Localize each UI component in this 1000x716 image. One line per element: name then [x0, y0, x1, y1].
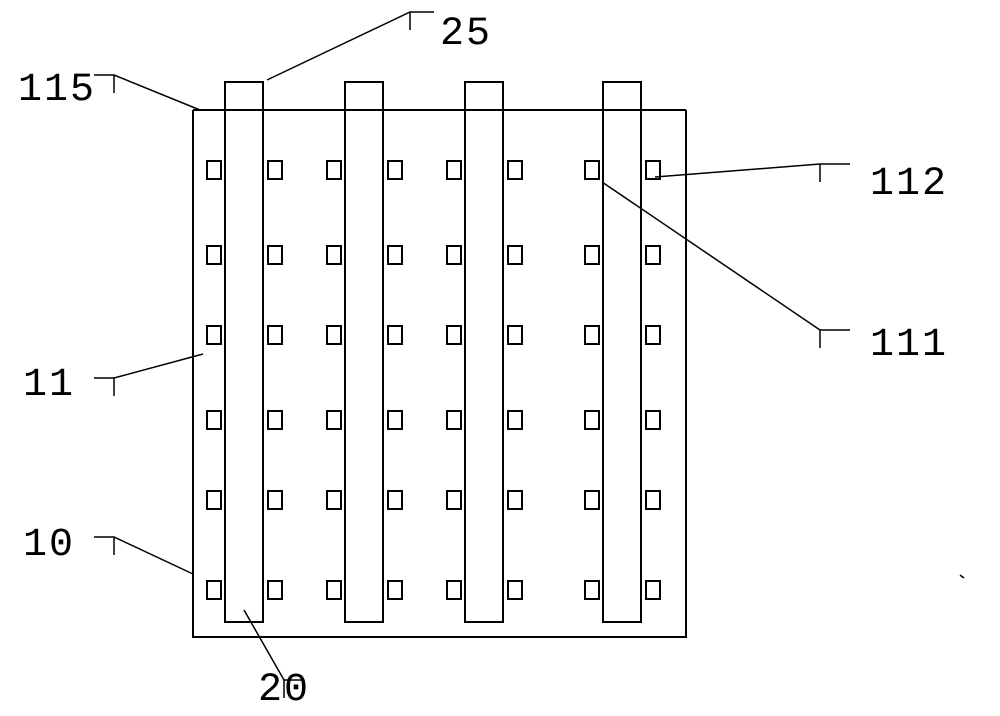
hole-c1-L-r1 — [207, 161, 221, 179]
hole-c2-L-r2 — [327, 246, 341, 264]
hole-c4-R-r5 — [646, 491, 660, 509]
slat-4 — [603, 82, 641, 622]
leader-11 — [94, 354, 203, 378]
hole-c4-R-r4 — [646, 411, 660, 429]
label-20: 20 — [258, 668, 310, 713]
label-25: 25 — [440, 12, 492, 57]
hole-c4-L-r3 — [585, 326, 599, 344]
hole-c2-L-r3 — [327, 326, 341, 344]
hole-c3-R-r5 — [508, 491, 522, 509]
hole-c4-L-r5 — [585, 491, 599, 509]
hole-c4-R-r2 — [646, 246, 660, 264]
hole-c3-R-r1 — [508, 161, 522, 179]
hole-c2-L-r1 — [327, 161, 341, 179]
leader-25 — [267, 12, 434, 80]
hole-c3-L-r1 — [447, 161, 461, 179]
label-11: 11 — [23, 363, 75, 408]
label-112: 112 — [870, 162, 948, 207]
hole-c4-R-r6 — [646, 581, 660, 599]
slat-3 — [465, 82, 503, 622]
hole-c1-L-r4 — [207, 411, 221, 429]
leader-115 — [94, 75, 200, 110]
label-111: 111 — [870, 323, 948, 368]
hole-c1-R-r2 — [268, 246, 282, 264]
hole-c3-L-r6 — [447, 581, 461, 599]
hole-c1-L-r3 — [207, 326, 221, 344]
leader-111 — [602, 182, 850, 330]
slat-2 — [345, 82, 383, 622]
hole-c1-L-r2 — [207, 246, 221, 264]
hole-c1-L-r6 — [207, 581, 221, 599]
hole-c4-L-r4 — [585, 411, 599, 429]
hole-c3-R-r4 — [508, 411, 522, 429]
hole-c3-R-r3 — [508, 326, 522, 344]
hole-c2-R-r6 — [388, 581, 402, 599]
hole-c3-L-r5 — [447, 491, 461, 509]
hole-c1-R-r4 — [268, 411, 282, 429]
stray-mark — [960, 575, 964, 578]
hole-c1-R-r6 — [268, 581, 282, 599]
hole-c1-R-r3 — [268, 326, 282, 344]
hole-c3-R-r2 — [508, 246, 522, 264]
hole-c2-L-r4 — [327, 411, 341, 429]
hole-c2-R-r4 — [388, 411, 402, 429]
hole-c2-R-r1 — [388, 161, 402, 179]
hole-c3-L-r2 — [447, 246, 461, 264]
hole-c1-L-r5 — [207, 491, 221, 509]
hole-c4-R-r3 — [646, 326, 660, 344]
hole-c3-R-r6 — [508, 581, 522, 599]
hole-c1-R-r1 — [268, 161, 282, 179]
hole-c1-R-r5 — [268, 491, 282, 509]
leader-10 — [94, 537, 193, 574]
label-10: 10 — [23, 523, 75, 568]
hole-c4-L-r6 — [585, 581, 599, 599]
hole-c2-R-r2 — [388, 246, 402, 264]
label-115: 115 — [18, 68, 96, 113]
hole-c3-L-r3 — [447, 326, 461, 344]
hole-c2-L-r5 — [327, 491, 341, 509]
hole-c2-R-r3 — [388, 326, 402, 344]
hole-c4-L-r1 — [585, 161, 599, 179]
hole-c4-L-r2 — [585, 246, 599, 264]
hole-c2-R-r5 — [388, 491, 402, 509]
hole-c3-L-r4 — [447, 411, 461, 429]
slat-1 — [225, 82, 263, 622]
hole-c2-L-r6 — [327, 581, 341, 599]
